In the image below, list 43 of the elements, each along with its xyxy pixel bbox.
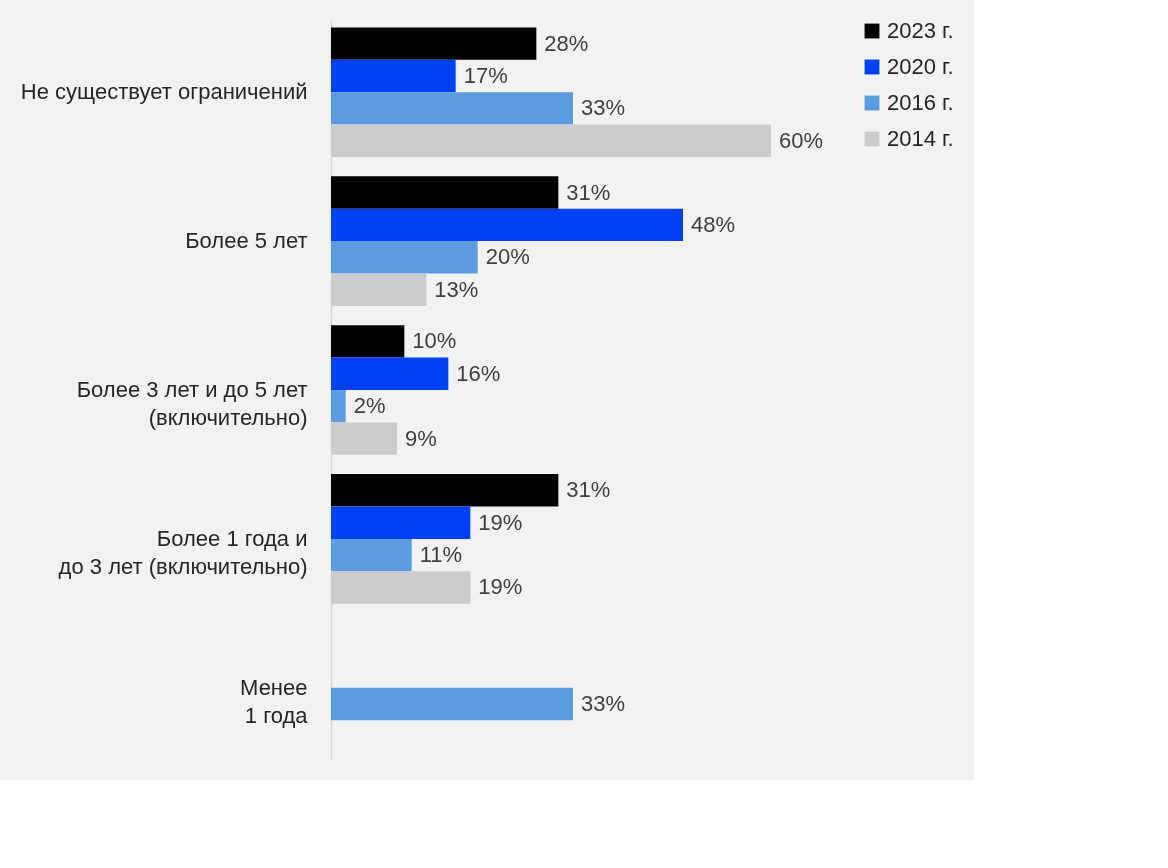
bar	[331, 474, 559, 507]
data-label: 19%	[478, 574, 523, 600]
data-label: 2%	[353, 393, 386, 419]
y-tick-label: Более 1 года и до 3 лет (включительно)	[58, 525, 308, 579]
legend-label: 2016 г.	[887, 90, 954, 115]
bar	[331, 273, 427, 306]
legend-label: 2014 г.	[887, 126, 954, 151]
bar	[331, 27, 537, 60]
data-label: 10%	[412, 328, 457, 354]
bar	[331, 92, 573, 125]
data-label: 31%	[566, 477, 611, 503]
bar	[331, 176, 559, 209]
y-tick-label: Не существует ограничений	[20, 79, 308, 105]
bar	[331, 241, 478, 274]
data-label: 11%	[419, 542, 463, 568]
legend-label: 2023 г.	[887, 18, 954, 43]
bar	[331, 357, 449, 390]
bar	[331, 687, 573, 721]
data-label: 28%	[544, 30, 589, 56]
bar	[331, 390, 346, 423]
bar	[331, 506, 471, 539]
bar	[331, 538, 412, 572]
bar	[331, 571, 471, 604]
data-label: 33%	[581, 690, 626, 716]
data-label: 20%	[485, 244, 530, 270]
data-label: 16%	[456, 360, 501, 386]
data-label: 9%	[405, 425, 437, 451]
y-tick-label: Более 5 лет	[185, 228, 308, 254]
legend-label: 2020 г.	[887, 54, 954, 79]
bar	[331, 208, 683, 242]
data-label: 48%	[691, 211, 736, 237]
bar	[331, 325, 405, 358]
data-label: 19%	[478, 509, 523, 535]
data-label: 33%	[581, 95, 626, 121]
data-label: 60%	[779, 127, 824, 153]
y-tick-label: Менее 1 года	[240, 674, 309, 728]
bar	[331, 422, 397, 455]
bar	[331, 59, 456, 93]
data-label: 31%	[566, 179, 611, 205]
y-tick-label: Более 3 лет и до 5 лет (включительно)	[76, 377, 308, 430]
data-label: 17%	[463, 63, 508, 89]
bar	[331, 124, 771, 157]
data-label: 13%	[434, 276, 479, 302]
